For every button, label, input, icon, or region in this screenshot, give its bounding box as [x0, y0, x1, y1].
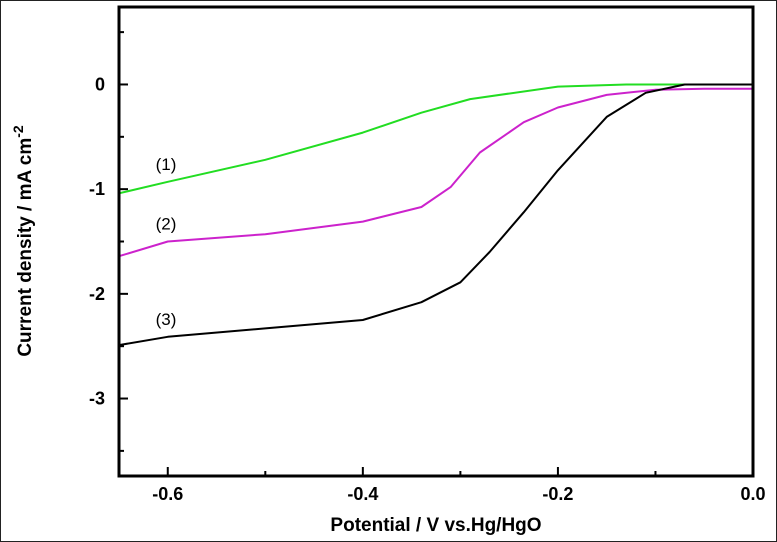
- x-tick-label: -0.2: [542, 484, 573, 504]
- y-tick-label: -1: [89, 179, 105, 199]
- series-line-1: [118, 83, 753, 195]
- y-tick-label: -2: [89, 284, 105, 304]
- y-tick-label: 0: [95, 74, 105, 94]
- y-axis-label-sup: -2: [10, 125, 26, 138]
- plot-area-border: [117, 5, 755, 478]
- y-tick-label: -3: [89, 389, 105, 409]
- x-tick-label: -0.6: [152, 484, 183, 504]
- x-tick-label: -0.4: [347, 484, 378, 504]
- series-label-3: (3): [156, 310, 177, 329]
- series-line-2: [118, 87, 753, 258]
- y-axis-label-main: Current density / mA cm: [15, 138, 36, 357]
- x-tick-label: 0.0: [740, 484, 765, 504]
- y-axis-label: Current density / mA cm-2: [10, 125, 36, 357]
- series-line-3: [118, 83, 753, 347]
- series-label-2: (2): [156, 215, 177, 234]
- series-label-1: (1): [156, 155, 177, 174]
- x-axis-label: Potential / V vs.Hg/HgO: [330, 515, 541, 536]
